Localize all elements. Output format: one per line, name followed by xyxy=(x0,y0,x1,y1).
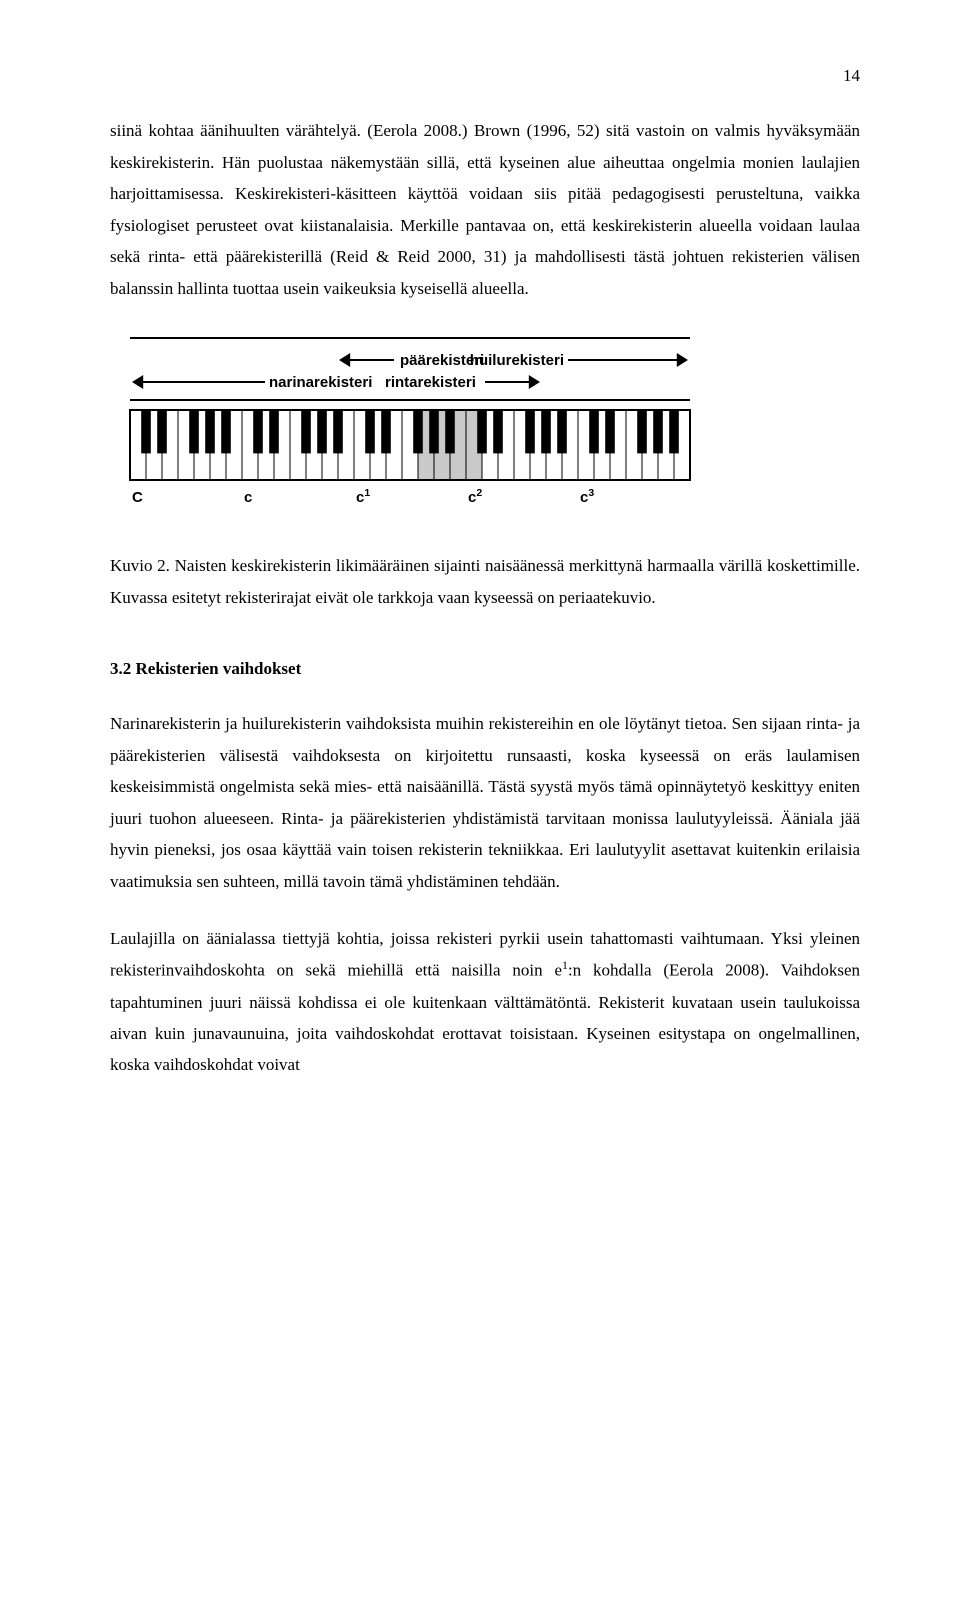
paragraph-3: Laulajilla on äänialassa tiettyjä kohtia… xyxy=(110,923,860,1081)
svg-text:c: c xyxy=(244,489,252,506)
svg-text:c1: c1 xyxy=(356,487,370,506)
keyboard-figure: narinarekisteririntarekisteripäärekister… xyxy=(110,330,710,520)
svg-text:c2: c2 xyxy=(468,487,482,506)
svg-text:rintarekisteri: rintarekisteri xyxy=(385,374,476,391)
paragraph-1: siinä kohtaa äänihuulten värähtelyä. (Ee… xyxy=(110,115,860,304)
svg-text:C: C xyxy=(132,489,143,506)
svg-text:narinarekisteri: narinarekisteri xyxy=(269,374,372,391)
paragraph-2: Narinarekisterin ja huilurekisterin vaih… xyxy=(110,708,860,897)
svg-text:c3: c3 xyxy=(580,487,594,506)
figure-caption: Kuvio 2. Naisten keskirekisterin likimää… xyxy=(110,550,860,613)
svg-text:huilurekisteri: huilurekisteri xyxy=(470,352,564,369)
page-number: 14 xyxy=(110,60,860,91)
section-heading: 3.2 Rekisterien vaihdokset xyxy=(110,653,860,684)
